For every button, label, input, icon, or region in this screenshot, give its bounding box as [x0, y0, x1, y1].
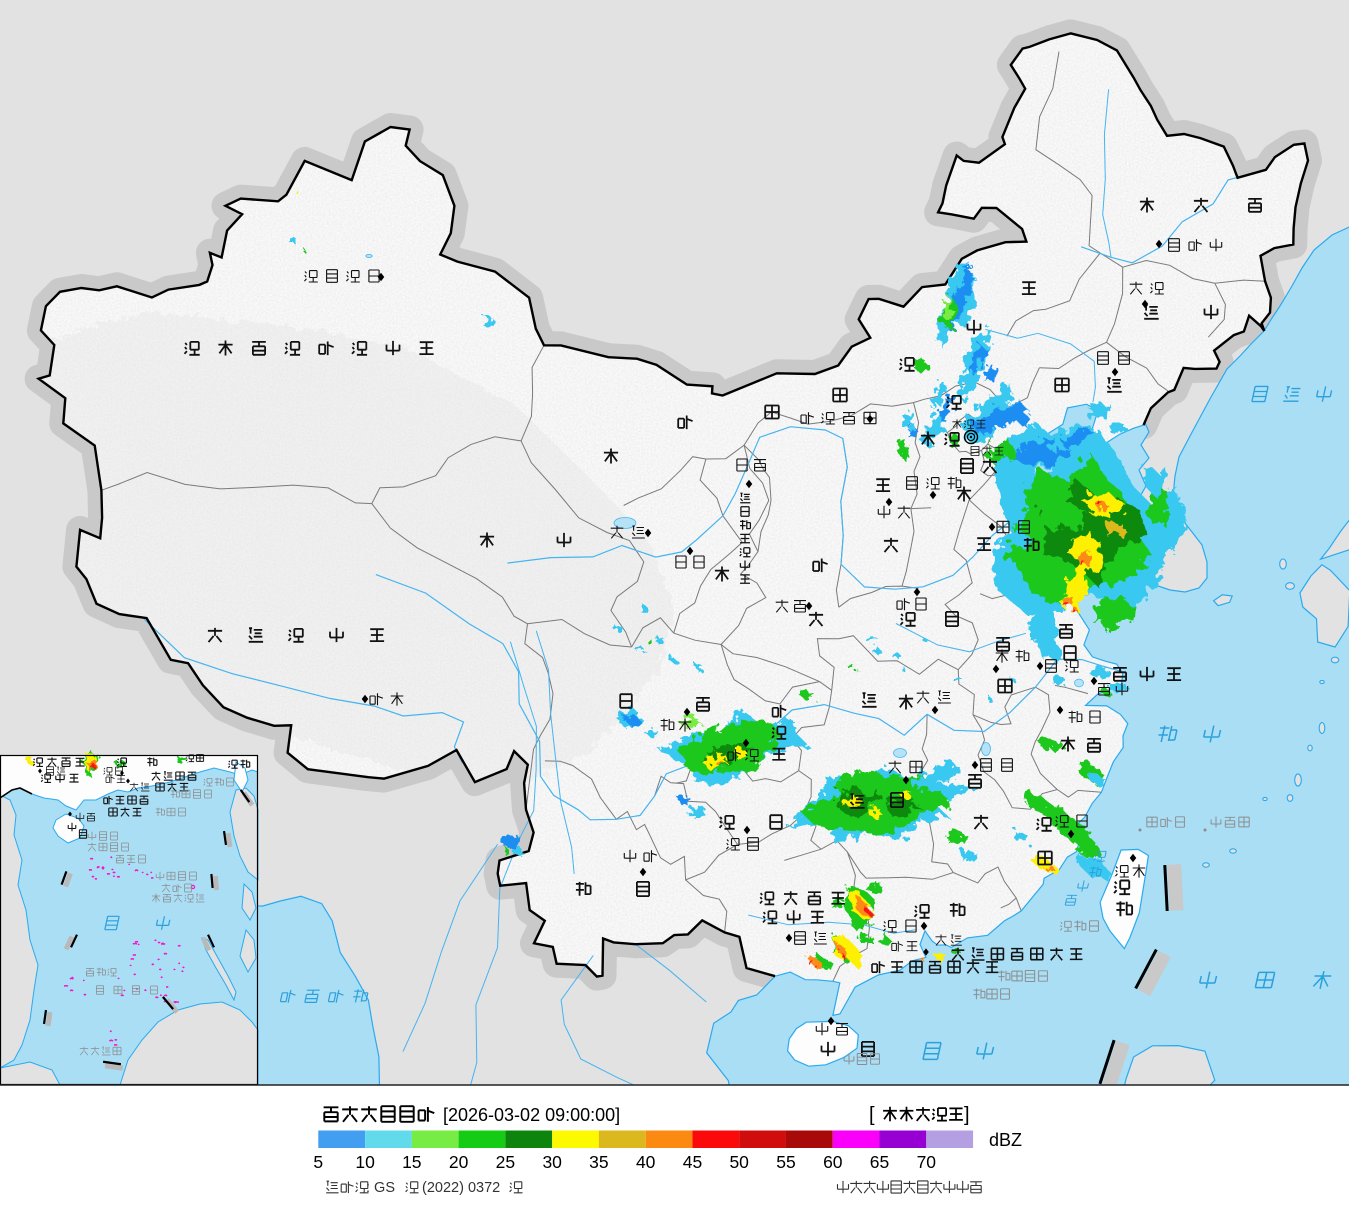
svg-text:5: 5	[313, 1152, 323, 1172]
svg-text:45: 45	[683, 1152, 702, 1172]
svg-text:35: 35	[589, 1152, 608, 1172]
svg-text:30: 30	[542, 1152, 562, 1172]
svg-text:60: 60	[823, 1152, 843, 1172]
svg-text:65: 65	[870, 1152, 889, 1172]
svg-text:20: 20	[449, 1152, 469, 1172]
svg-text:25: 25	[496, 1152, 515, 1172]
svg-text:[2026-03-02 09:00:00]: [2026-03-02 09:00:00]	[443, 1105, 620, 1125]
svg-text:70: 70	[917, 1152, 937, 1172]
svg-text:: GS: : GS	[366, 1180, 395, 1196]
svg-text:15: 15	[402, 1152, 421, 1172]
svg-text:dBZ: dBZ	[989, 1130, 1022, 1150]
svg-text:]: ]	[964, 1104, 970, 1126]
svg-text:50: 50	[729, 1152, 749, 1172]
svg-text:40: 40	[636, 1152, 656, 1172]
svg-text:10: 10	[355, 1152, 375, 1172]
svg-text:[: [	[869, 1104, 875, 1126]
svg-text:(2022) 0372: (2022) 0372	[422, 1180, 500, 1196]
svg-text:55: 55	[776, 1152, 795, 1172]
